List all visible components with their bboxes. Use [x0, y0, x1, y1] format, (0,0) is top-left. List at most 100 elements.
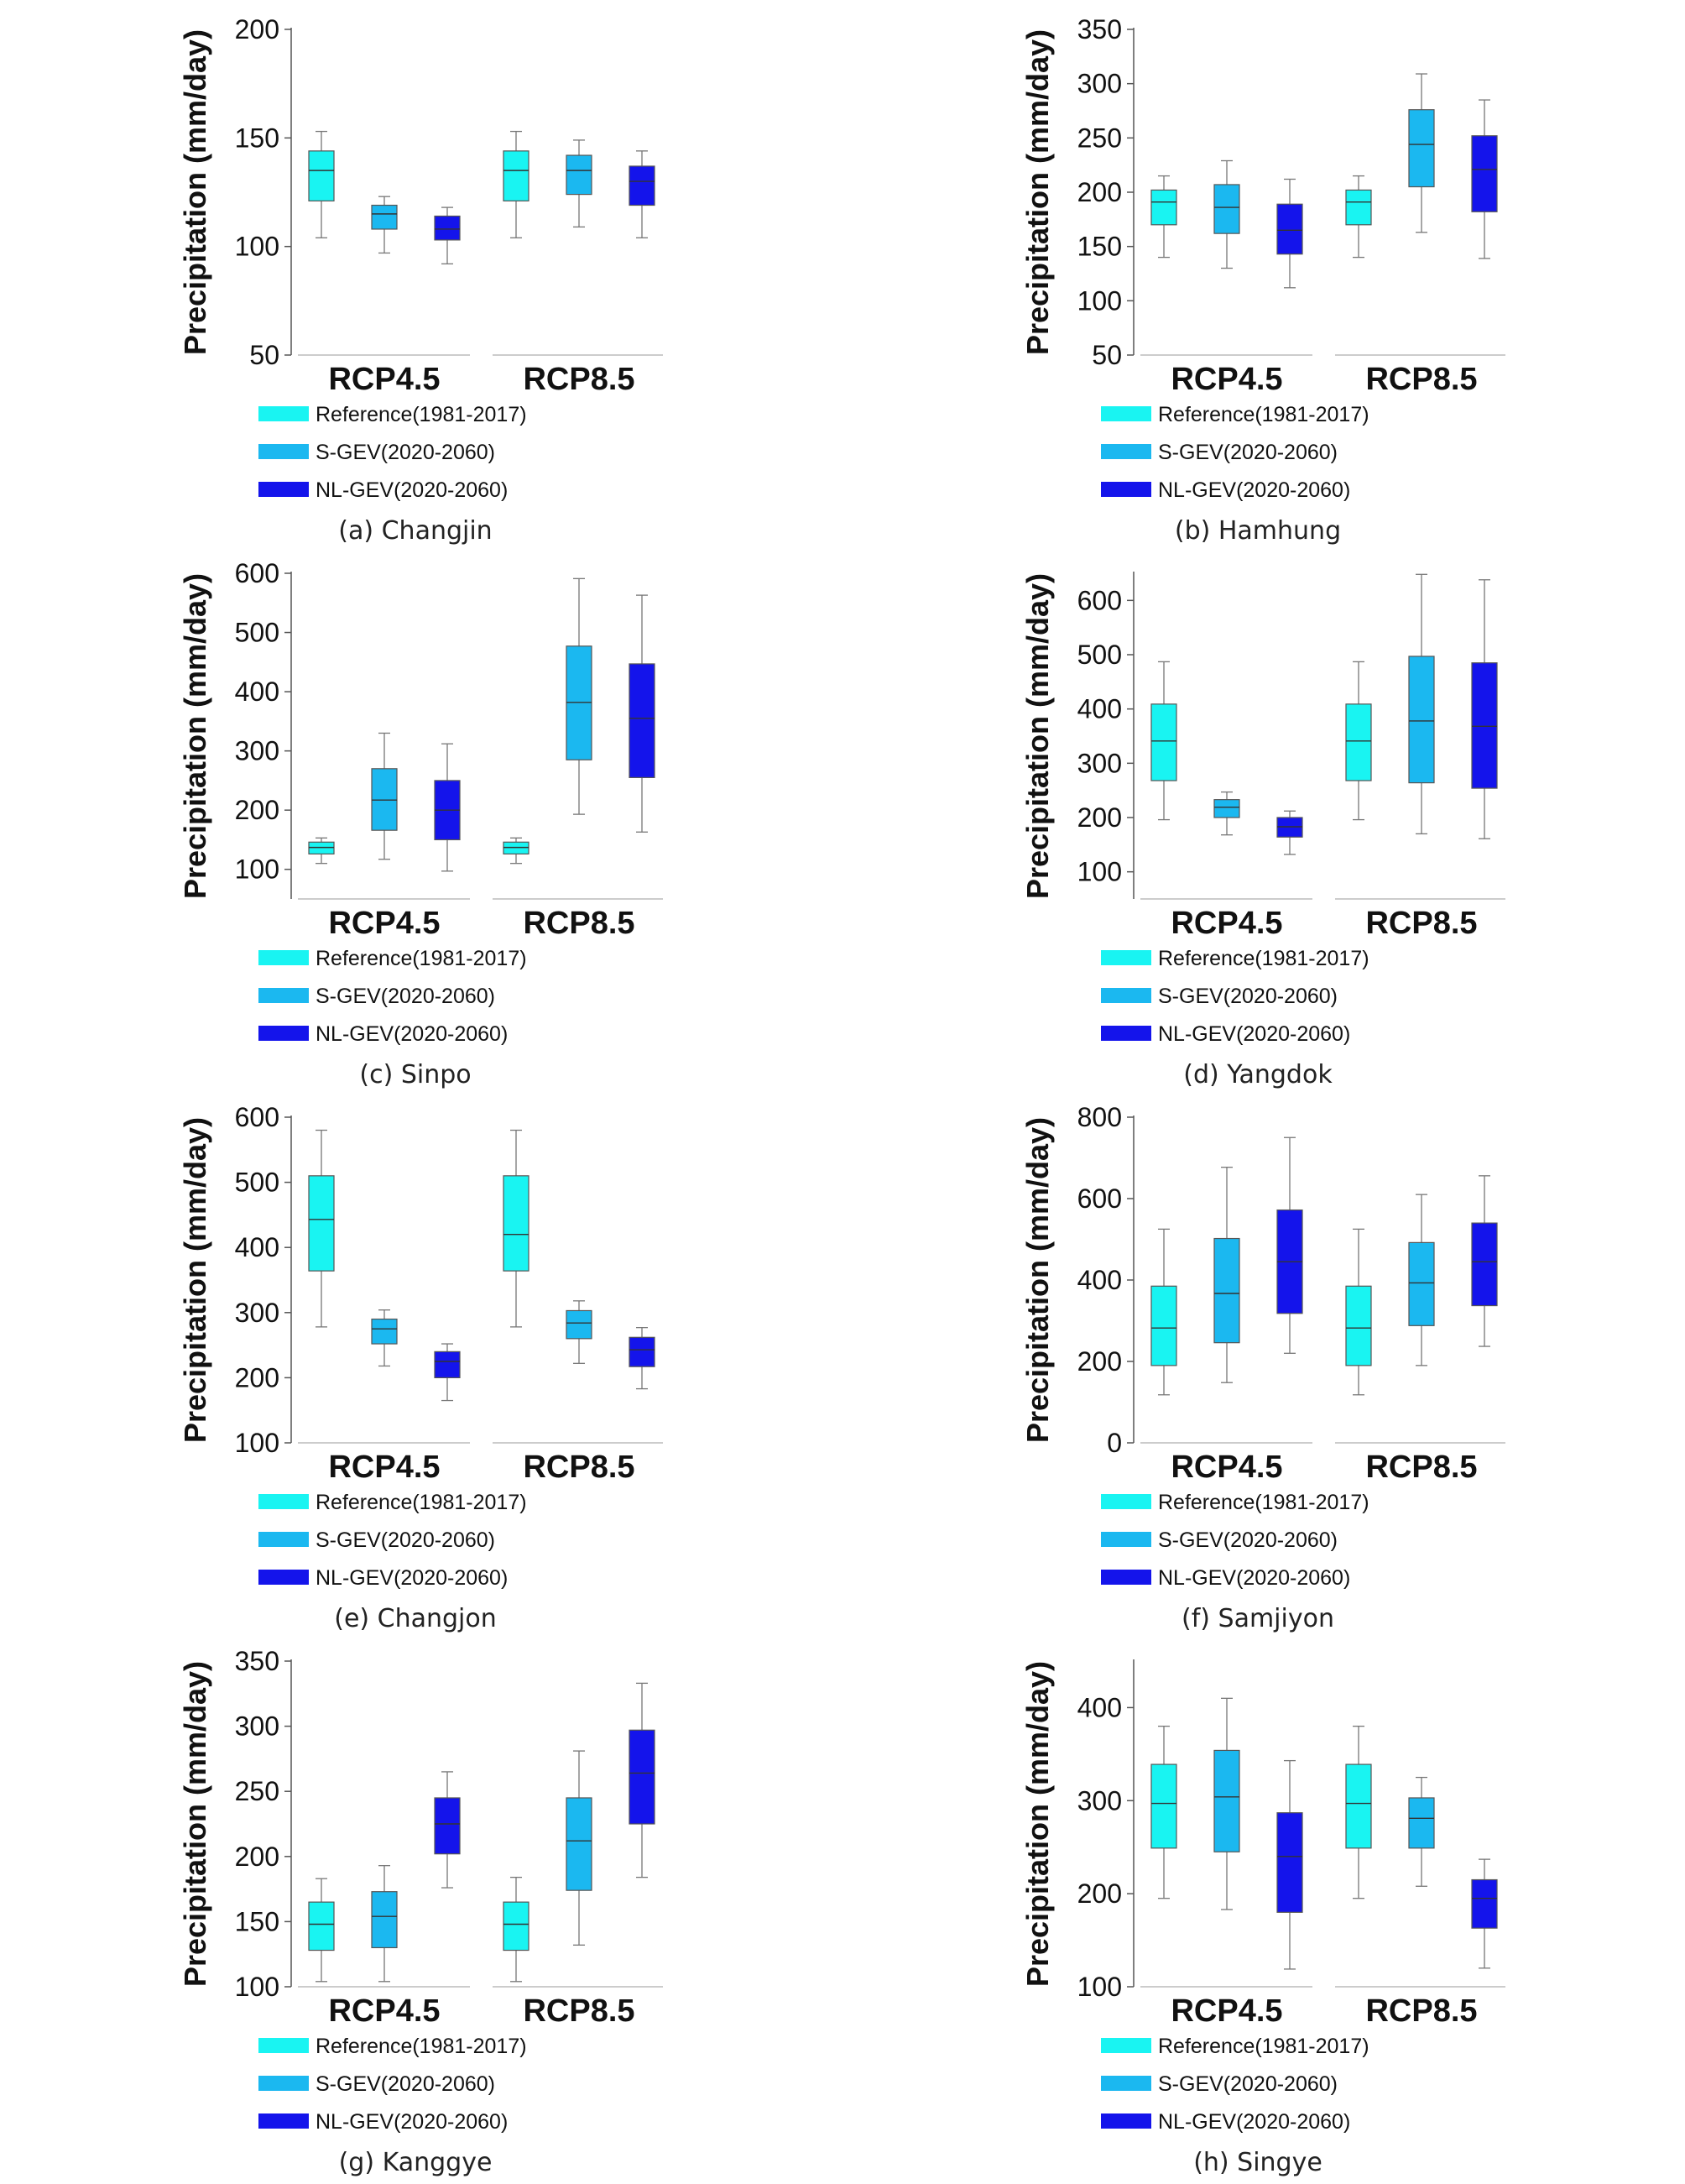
- box-body: [629, 165, 655, 206]
- y-axis-label: Precipitation (mm/day): [178, 1661, 212, 1987]
- box-2-RCP8.5: [566, 1750, 592, 1946]
- legend-label: S-GEV(2020-2060): [316, 985, 495, 1008]
- box-body: [1471, 135, 1498, 212]
- box-1-RCP8.5: [1345, 1228, 1372, 1396]
- legend-label: S-GEV(2020-2060): [316, 1528, 495, 1552]
- legend-label: Reference(1981-2017): [316, 947, 527, 970]
- legend-label: NL-GEV(2020-2060): [316, 2110, 508, 2134]
- legend-swatch: [1101, 1494, 1151, 1509]
- legend-swatch: [1101, 950, 1151, 965]
- legend-swatch: [258, 988, 309, 1003]
- chart-panel-2: 50 100 150 200 250 300 350 Precipitation (mm/da…: [1020, 14, 1505, 546]
- box-body: [308, 841, 335, 854]
- chart-panel-8: 100 200 300 400 Precipitation (mm/day) RCP4.5…: [1020, 1659, 1505, 2177]
- box-body: [308, 1901, 335, 1951]
- legend-swatch: [1101, 482, 1151, 497]
- box-3-RCP4.5: [1276, 1136, 1303, 1354]
- box-body: [1471, 1222, 1498, 1307]
- legend-swatch: [1101, 1026, 1151, 1041]
- y-tick-label: 300: [235, 1298, 279, 1328]
- legend-swatch: [258, 1532, 309, 1547]
- box-body: [503, 1175, 529, 1272]
- legend-swatch: [1101, 1532, 1151, 1547]
- legend-swatch: [258, 1570, 309, 1585]
- box-body: [371, 1891, 398, 1949]
- box-body: [1408, 1241, 1435, 1326]
- y-axis-label: Precipitation (mm/day): [178, 573, 212, 899]
- box-body: [503, 150, 529, 201]
- box-body: [1213, 184, 1240, 234]
- box-body: [1345, 703, 1372, 781]
- legend-swatch: [1101, 406, 1151, 421]
- y-tick-label: 250: [235, 1776, 279, 1806]
- box-1-RCP4.5: [1150, 661, 1177, 821]
- box-body: [1345, 1763, 1372, 1849]
- y-tick-label: 50: [249, 340, 279, 370]
- box-body: [566, 1797, 592, 1891]
- box-3-RCP4.5: [434, 206, 461, 265]
- legend-swatch: [258, 482, 309, 497]
- box-2-RCP8.5: [566, 577, 592, 815]
- legend-label: S-GEV(2020-2060): [1158, 2072, 1338, 2096]
- box-body: [1150, 189, 1177, 226]
- legend-label: NL-GEV(2020-2060): [1158, 478, 1350, 502]
- box-body: [1471, 662, 1498, 789]
- y-tick-label: 400: [235, 677, 279, 707]
- y-tick-label: 600: [1077, 585, 1122, 615]
- y-tick-label: 350: [235, 1646, 279, 1676]
- box-3-RCP8.5: [1471, 579, 1498, 839]
- box-3-RCP8.5: [1471, 1175, 1498, 1347]
- box-1-RCP8.5: [1345, 1725, 1372, 1899]
- box-2-RCP8.5: [566, 1300, 592, 1364]
- box-body: [434, 1797, 461, 1855]
- legend-swatch: [1101, 444, 1151, 459]
- box-2-RCP4.5: [1213, 159, 1240, 269]
- chart-panel-1: 50 100 150 200 Precipitation (mm/day) RCP4.5 R…: [178, 14, 663, 546]
- y-axis-label: Precipitation (mm/day): [178, 29, 212, 355]
- y-tick-label: 200: [1077, 1878, 1122, 1909]
- box-2-RCP4.5: [1213, 1167, 1240, 1383]
- x-category-label: RCP4.5: [328, 1450, 440, 1485]
- y-tick-label: 800: [1077, 1102, 1122, 1132]
- x-category-label: RCP8.5: [1365, 906, 1477, 941]
- legend-label: S-GEV(2020-2060): [316, 2072, 495, 2096]
- box-2-RCP8.5: [1408, 1194, 1435, 1366]
- box-1-RCP4.5: [1150, 1725, 1177, 1899]
- y-tick-label: 500: [235, 1168, 279, 1198]
- y-tick-label: 350: [1077, 14, 1122, 44]
- x-category-label: RCP4.5: [1171, 1450, 1282, 1485]
- box-1-RCP8.5: [503, 1876, 529, 1983]
- box-1-RCP8.5: [1345, 175, 1372, 259]
- x-category-label: RCP4.5: [1171, 906, 1282, 941]
- box-body: [1408, 1797, 1435, 1849]
- box-body: [566, 1309, 592, 1340]
- x-category-label: RCP8.5: [523, 1450, 634, 1485]
- y-axis-label: Precipitation (mm/day): [1020, 573, 1055, 899]
- legend-label: Reference(1981-2017): [1158, 1491, 1369, 1514]
- box-body: [434, 215, 461, 241]
- box-body: [1408, 109, 1435, 188]
- y-tick-label: 400: [235, 1232, 279, 1262]
- box-1-RCP8.5: [503, 130, 529, 238]
- box-body: [1150, 703, 1177, 781]
- box-2-RCP4.5: [371, 732, 398, 860]
- panel-caption: (e) Changjon: [334, 1604, 497, 1633]
- y-tick-label: 300: [235, 1711, 279, 1742]
- box-body: [1213, 1749, 1240, 1852]
- box-body: [629, 1336, 655, 1367]
- x-category-label: RCP8.5: [523, 362, 634, 397]
- box-body: [1345, 1285, 1372, 1366]
- box-1-RCP4.5: [1150, 175, 1177, 259]
- box-body: [503, 1901, 529, 1951]
- box-body: [503, 841, 529, 854]
- box-body: [1276, 203, 1303, 255]
- y-tick-label: 600: [235, 558, 279, 588]
- chart-panel-6: 0 200 400 600 800 Precipitation (mm/day) RCP4.…: [1020, 1102, 1505, 1633]
- x-category-label: RCP8.5: [523, 1993, 634, 2029]
- y-tick-label: 100: [235, 232, 279, 262]
- y-tick-label: 100: [235, 1428, 279, 1458]
- y-tick-label: 200: [235, 14, 279, 44]
- y-axis-label: Precipitation (mm/day): [1020, 1661, 1055, 1987]
- box-3-RCP4.5: [1276, 1759, 1303, 1970]
